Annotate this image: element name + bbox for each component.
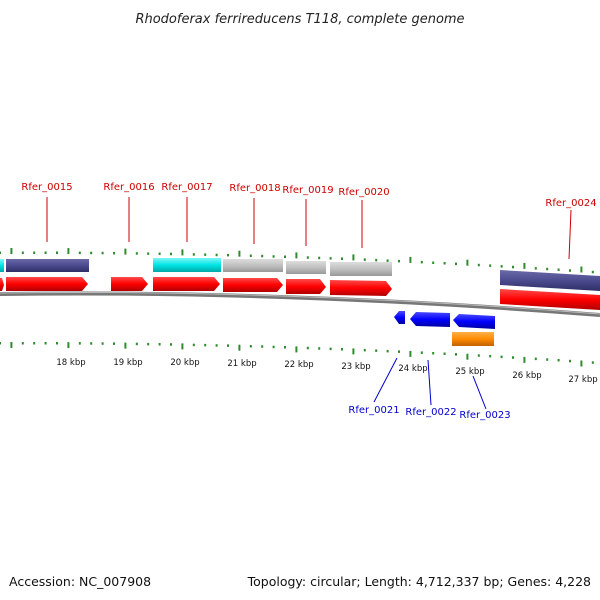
leader-line xyxy=(472,375,487,410)
bottom-tick-marks xyxy=(0,342,594,367)
kbp-labels: 18 kbp 19 kbp 20 kbp 21 kbp 22 kbp 23 kb… xyxy=(56,358,597,385)
kbp-label: 21 kbp xyxy=(227,359,256,369)
gene-feature-rfer-0020[interactable] xyxy=(330,262,392,276)
genome-title: Rhodoferax ferrireducens T118, complete … xyxy=(135,12,464,27)
leader-line xyxy=(568,209,572,260)
cds-arrow-edge[interactable] xyxy=(0,278,4,291)
rev-cds-rfer-0022[interactable] xyxy=(410,312,450,327)
genome-summary-text: Topology: circular; Length: 4,712,337 bp… xyxy=(247,574,591,589)
gene-track-upper xyxy=(0,258,600,291)
genome-backbone xyxy=(0,291,600,317)
gene-feature-rfer-0015[interactable] xyxy=(6,259,89,272)
kbp-label: 22 kbp xyxy=(284,360,313,370)
accession-text: Accession: NC_007908 xyxy=(9,574,151,589)
cds-arrow-rfer-0016[interactable] xyxy=(111,277,148,291)
gene-label-rfer-0018[interactable]: Rfer_0018 xyxy=(229,183,280,194)
kbp-label: 19 kbp xyxy=(113,358,142,368)
cds-track xyxy=(0,277,600,310)
gene-label-rfer-0019[interactable]: Rfer_0019 xyxy=(282,185,333,196)
leader-line xyxy=(427,359,432,406)
rev-cds-rfer-0021[interactable] xyxy=(394,311,405,324)
kbp-label: 26 kbp xyxy=(512,371,541,381)
cds-arrow-rfer-0024[interactable] xyxy=(500,289,600,310)
kbp-label: 27 kbp xyxy=(568,375,597,385)
gene-label-rfer-0015[interactable]: Rfer_0015 xyxy=(21,182,72,193)
gene-feature-rfer-0018[interactable] xyxy=(223,259,283,272)
top-gene-labels: Rfer_0015 Rfer_0016 Rfer_0017 Rfer_0018 … xyxy=(21,182,597,260)
gene-feature-rfer-0019[interactable] xyxy=(286,261,326,274)
kbp-label: 25 kbp xyxy=(455,367,484,377)
gene-label-rfer-0023[interactable]: Rfer_0023 xyxy=(459,410,510,421)
gene-label-rfer-0022[interactable]: Rfer_0022 xyxy=(405,407,456,418)
rev-cds-rfer-0023[interactable] xyxy=(453,314,495,329)
bottom-gene-labels: Rfer_0021 Rfer_0022 Rfer_0023 xyxy=(348,357,511,421)
gene-feature-rfer-0017[interactable] xyxy=(153,258,221,272)
gene-label-rfer-0021[interactable]: Rfer_0021 xyxy=(348,405,399,416)
top-tick-marks xyxy=(0,248,594,274)
gene-label-rfer-0017[interactable]: Rfer_0017 xyxy=(161,182,212,193)
kbp-label: 18 kbp xyxy=(56,358,85,368)
reverse-strand-track xyxy=(394,311,495,346)
kbp-label: 20 kbp xyxy=(170,358,199,368)
cds-arrow-rfer-0019[interactable] xyxy=(286,279,326,294)
kbp-label: 24 kbp xyxy=(398,364,427,374)
gene-label-rfer-0016[interactable]: Rfer_0016 xyxy=(103,182,154,193)
cds-arrow-rfer-0018[interactable] xyxy=(223,278,283,292)
genome-backbone-highlight xyxy=(0,291,600,315)
leader-line xyxy=(373,357,398,403)
gene-feature-rfer-0024[interactable] xyxy=(500,270,600,291)
gene-label-rfer-0020[interactable]: Rfer_0020 xyxy=(338,187,389,198)
cds-arrow-rfer-0015[interactable] xyxy=(6,277,88,291)
cds-arrow-rfer-0017[interactable] xyxy=(153,277,220,291)
kbp-label: 23 kbp xyxy=(341,362,370,372)
gene-feature-orange[interactable] xyxy=(452,332,494,346)
gene-feature-cyan-edge[interactable] xyxy=(0,259,4,272)
gene-label-rfer-0024[interactable]: Rfer_0024 xyxy=(545,198,596,209)
cds-arrow-rfer-0020[interactable] xyxy=(330,280,392,296)
